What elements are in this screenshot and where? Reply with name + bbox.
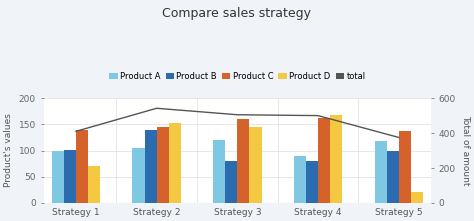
Bar [374,141,387,203]
Text: Compare sales strategy: Compare sales strategy [163,7,311,20]
Bar [88,166,100,203]
total [396,136,401,139]
Bar [387,151,399,203]
Legend: Product A, Product B, Product C, Product D, total: Product A, Product B, Product C, Product… [106,69,369,84]
Bar [64,150,76,203]
Bar [330,115,342,203]
Bar [213,140,225,203]
total [235,113,240,116]
Y-axis label: Product's values: Product's values [4,114,13,187]
Bar [52,151,64,203]
Bar [318,118,330,203]
Y-axis label: Total of amount: Total of amount [461,115,470,186]
Bar [411,192,423,203]
Bar [225,161,237,203]
Bar [294,156,306,203]
Bar [249,127,262,203]
Bar [76,130,88,203]
Bar [132,148,145,203]
Bar [156,127,169,203]
total [315,114,321,117]
total [154,107,159,110]
Bar [145,130,156,203]
total [73,130,79,133]
Bar [399,131,411,203]
Bar [306,161,318,203]
Line: total: total [76,108,399,137]
Bar [169,123,181,203]
Bar [237,119,249,203]
